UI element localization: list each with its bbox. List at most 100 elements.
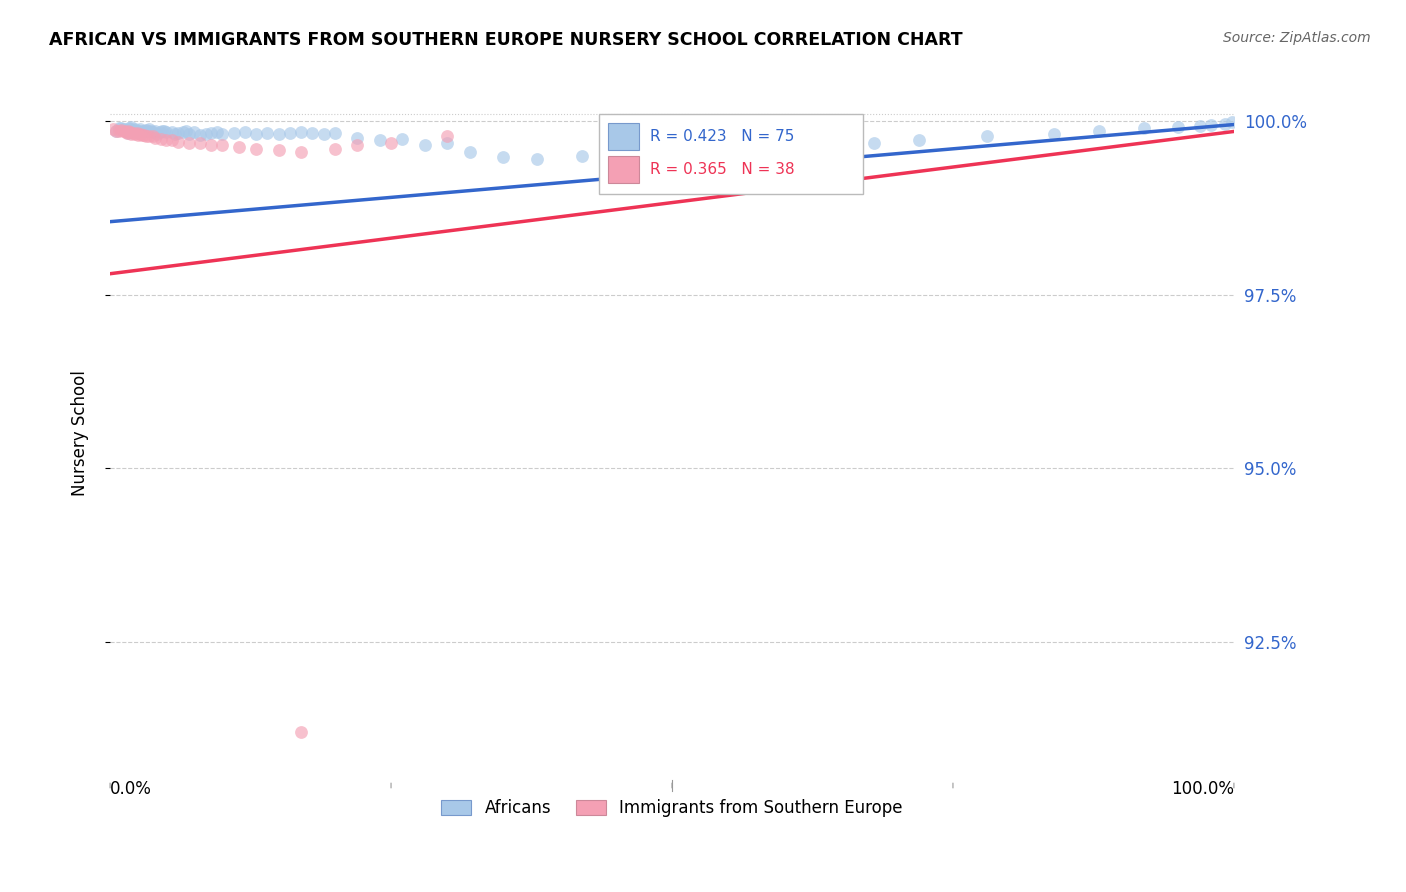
Point — [380, 136, 402, 151]
FancyBboxPatch shape — [599, 114, 863, 194]
Point — [118, 120, 141, 135]
Point — [115, 126, 138, 140]
Point — [139, 124, 162, 138]
Point — [112, 122, 135, 136]
Point — [267, 143, 290, 157]
Point — [121, 124, 143, 138]
Point — [976, 129, 998, 144]
Point — [150, 124, 173, 138]
Point — [120, 120, 142, 134]
Point — [165, 127, 187, 141]
Point — [818, 138, 841, 153]
Point — [751, 142, 773, 156]
Text: 100.0%: 100.0% — [1171, 780, 1234, 798]
Point — [290, 145, 312, 160]
Point — [104, 124, 127, 138]
Point — [346, 131, 368, 145]
Point — [136, 124, 159, 138]
Point — [391, 132, 413, 146]
Point — [135, 123, 157, 137]
Point — [346, 138, 368, 153]
Point — [120, 127, 142, 141]
Point — [176, 124, 198, 138]
Point — [166, 126, 188, 140]
Point — [131, 124, 153, 138]
Point — [155, 133, 177, 147]
Point — [143, 124, 166, 138]
Point — [188, 136, 211, 151]
Point — [120, 122, 142, 136]
Point — [571, 149, 593, 163]
Bar — [607, 156, 640, 183]
Point — [172, 125, 194, 139]
Point — [129, 122, 152, 136]
Point — [267, 127, 290, 141]
Y-axis label: Nursery School: Nursery School — [72, 370, 89, 496]
Point — [138, 122, 160, 136]
Point — [863, 136, 886, 151]
Point — [160, 133, 183, 147]
Point — [155, 125, 177, 139]
Point — [323, 142, 346, 156]
Point — [132, 128, 155, 142]
Point — [200, 126, 222, 140]
Point — [129, 127, 152, 141]
Point — [148, 125, 170, 139]
Text: R = 0.423   N = 75: R = 0.423 N = 75 — [650, 128, 794, 144]
Point — [110, 120, 132, 135]
Point — [117, 126, 139, 140]
Point — [183, 125, 205, 139]
Point — [114, 125, 136, 139]
Point — [301, 126, 323, 140]
Point — [125, 126, 148, 140]
Text: 0.0%: 0.0% — [110, 780, 152, 798]
Point — [200, 138, 222, 153]
Point — [103, 122, 125, 136]
Point — [122, 123, 145, 137]
Point — [683, 145, 706, 160]
Text: R = 0.365   N = 38: R = 0.365 N = 38 — [650, 162, 794, 178]
Point — [211, 138, 233, 153]
Point — [131, 128, 153, 142]
Point — [143, 131, 166, 145]
Point — [205, 125, 228, 139]
Point — [256, 126, 278, 140]
Point — [146, 127, 169, 141]
Point — [616, 143, 638, 157]
Text: Source: ZipAtlas.com: Source: ZipAtlas.com — [1223, 31, 1371, 45]
Legend: Africans, Immigrants from Southern Europe: Africans, Immigrants from Southern Europ… — [434, 793, 910, 824]
Point — [278, 126, 301, 140]
Point — [194, 127, 217, 141]
Point — [149, 132, 172, 146]
Point — [117, 124, 139, 138]
Point — [104, 124, 127, 138]
Point — [135, 129, 157, 144]
Point — [166, 135, 188, 149]
Point — [138, 129, 160, 144]
Point — [1201, 118, 1223, 132]
Point — [1088, 124, 1111, 138]
Point — [160, 125, 183, 139]
Point — [1189, 119, 1212, 133]
Point — [177, 127, 200, 141]
Point — [290, 724, 312, 739]
Point — [1220, 115, 1243, 129]
Point — [233, 125, 256, 139]
Text: AFRICAN VS IMMIGRANTS FROM SOUTHERN EUROPE NURSERY SCHOOL CORRELATION CHART: AFRICAN VS IMMIGRANTS FROM SOUTHERN EURO… — [49, 31, 963, 49]
Point — [323, 126, 346, 140]
Point — [492, 150, 515, 164]
Point — [153, 124, 176, 138]
Point — [108, 120, 131, 135]
Point — [110, 123, 132, 137]
Point — [245, 142, 267, 156]
Point — [132, 124, 155, 138]
Point — [124, 121, 146, 136]
Point — [121, 126, 143, 140]
Point — [127, 128, 149, 142]
Point — [245, 127, 267, 141]
Point — [120, 125, 142, 139]
Bar — [607, 123, 640, 150]
Point — [1213, 117, 1236, 131]
Point — [413, 138, 436, 153]
Point — [112, 124, 135, 138]
